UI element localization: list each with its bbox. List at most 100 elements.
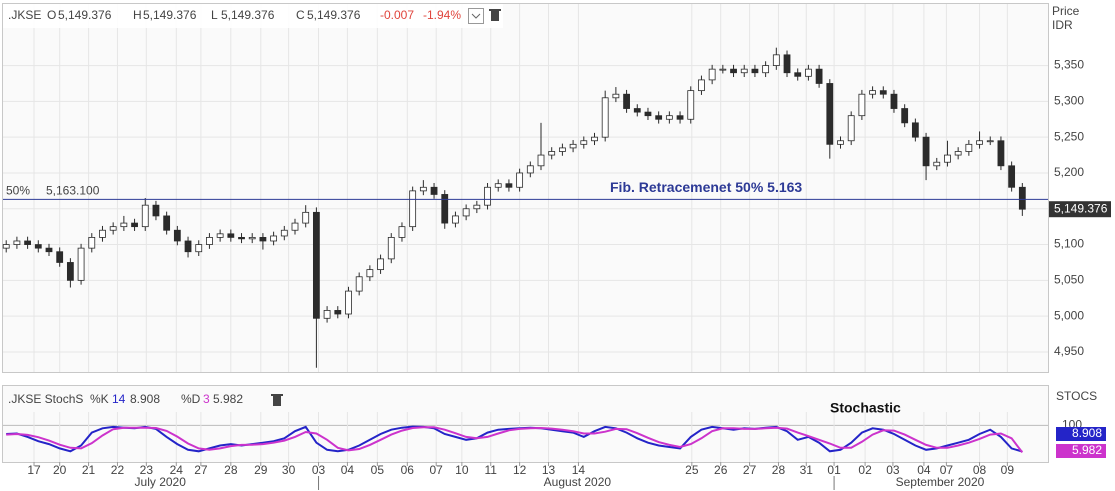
- fib-level: 50%: [6, 184, 30, 198]
- k-name: %K: [90, 392, 109, 406]
- candle-body: [387, 237, 395, 260]
- candle-body: [623, 93, 630, 109]
- high-value: 5,149.376: [143, 8, 197, 22]
- candle-body: [419, 186, 427, 192]
- candle-body: [259, 237, 267, 242]
- candle-body: [548, 151, 556, 156]
- candle-body: [366, 269, 374, 278]
- candle-body: [837, 140, 844, 145]
- x-tick-label: 20: [53, 463, 67, 477]
- axis-title: IDR: [1052, 18, 1073, 32]
- x-tick-label: 27: [194, 463, 208, 477]
- x-tick-label: 12: [513, 463, 527, 477]
- open-label: O: [47, 8, 56, 22]
- candle-body: [323, 310, 331, 319]
- candle-body: [719, 68, 727, 71]
- stoch-line: [6, 426, 1024, 454]
- candle-body: [484, 186, 491, 206]
- candle-body: [66, 262, 74, 281]
- candle-body: [783, 54, 791, 74]
- candle-body: [248, 237, 256, 240]
- candle-body: [227, 233, 235, 238]
- candle-body: [698, 79, 705, 92]
- candle-body: [473, 204, 481, 210]
- stoch-symbol: .JKSE StochS: [8, 392, 83, 406]
- main-panel: [2, 3, 1049, 373]
- candle-body: [88, 237, 96, 249]
- candle-body: [516, 172, 524, 188]
- candle-body: [195, 244, 203, 253]
- stoch-panel: [2, 385, 1049, 463]
- candle-body: [184, 240, 192, 253]
- value-badge: [1056, 427, 1106, 441]
- candle-body: [152, 204, 160, 217]
- candle-body: [890, 93, 898, 109]
- x-tick-label: 17: [27, 463, 41, 477]
- delete-button[interactable]: [489, 9, 501, 21]
- x-tick-label: 11: [485, 463, 498, 477]
- x-tick-label: 04: [917, 463, 931, 477]
- close-value: 5,149.376: [307, 8, 361, 22]
- x-tick-label: 22: [111, 463, 125, 477]
- month-label: August 2020: [544, 475, 612, 489]
- candle-body: [131, 222, 138, 228]
- y-tick-label: 5,350: [1054, 58, 1084, 72]
- candle-body: [334, 310, 342, 315]
- candle-body: [291, 222, 299, 231]
- candle-body: [1018, 186, 1026, 210]
- x-tick-label: 07: [430, 463, 444, 477]
- candle-body: [644, 111, 652, 117]
- y-tick-label: 5,100: [1054, 237, 1084, 251]
- candle-body: [99, 229, 106, 238]
- candle-body: [505, 183, 513, 188]
- value-badge-label: 8.908: [1072, 426, 1102, 440]
- candle-body: [109, 226, 117, 231]
- candle-body: [847, 115, 855, 142]
- candle-body: [655, 115, 663, 120]
- candle-body: [879, 90, 887, 95]
- delete-button[interactable]: [271, 394, 283, 406]
- x-tick-label: 02: [858, 463, 872, 477]
- candle-body: [794, 72, 802, 77]
- candle-body: [687, 90, 695, 120]
- candle-body: [580, 140, 588, 145]
- candle-body: [901, 108, 909, 124]
- candle-body: [312, 211, 320, 319]
- candle-body: [377, 258, 384, 271]
- x-tick-label: 31: [800, 463, 814, 477]
- k-value: 8.908: [130, 392, 160, 406]
- candle-body: [911, 122, 919, 138]
- stoch-axis-title: STOCS: [1056, 389, 1097, 403]
- header-bg: [3, 4, 503, 28]
- candle-body: [462, 208, 470, 217]
- d-value: 5.982: [213, 392, 243, 406]
- candle-body: [1008, 165, 1016, 188]
- candle-body: [869, 90, 876, 95]
- candle-body: [676, 115, 684, 120]
- candle-body: [944, 154, 951, 163]
- candle-body: [954, 151, 962, 156]
- dropdown-button[interactable]: [468, 8, 484, 24]
- last-price: 5,149.376: [1054, 201, 1108, 215]
- candle-body: [997, 140, 1005, 167]
- x-tick-label: 28: [772, 463, 786, 477]
- x-tick-label: 01: [827, 463, 841, 477]
- x-tick-label: 08: [973, 463, 987, 477]
- y-tick-label: 5,000: [1054, 308, 1084, 322]
- y-tick-label: 5,250: [1054, 129, 1084, 143]
- candle-body: [730, 68, 737, 74]
- x-tick-label: 07: [940, 463, 954, 477]
- close-label: C: [296, 8, 305, 22]
- x-tick-label: 03: [312, 463, 326, 477]
- y-tick-label: 5,050: [1054, 273, 1084, 287]
- d-period: 3: [203, 392, 210, 406]
- candle-body: [355, 276, 363, 292]
- candle-body: [815, 68, 823, 84]
- x-tick-label: 24: [170, 463, 184, 477]
- candle-body: [280, 229, 288, 237]
- marks: [2, 47, 1048, 454]
- x-tick-label: 04: [341, 463, 355, 477]
- candle-body: [494, 183, 502, 188]
- candle-body: [270, 235, 278, 242]
